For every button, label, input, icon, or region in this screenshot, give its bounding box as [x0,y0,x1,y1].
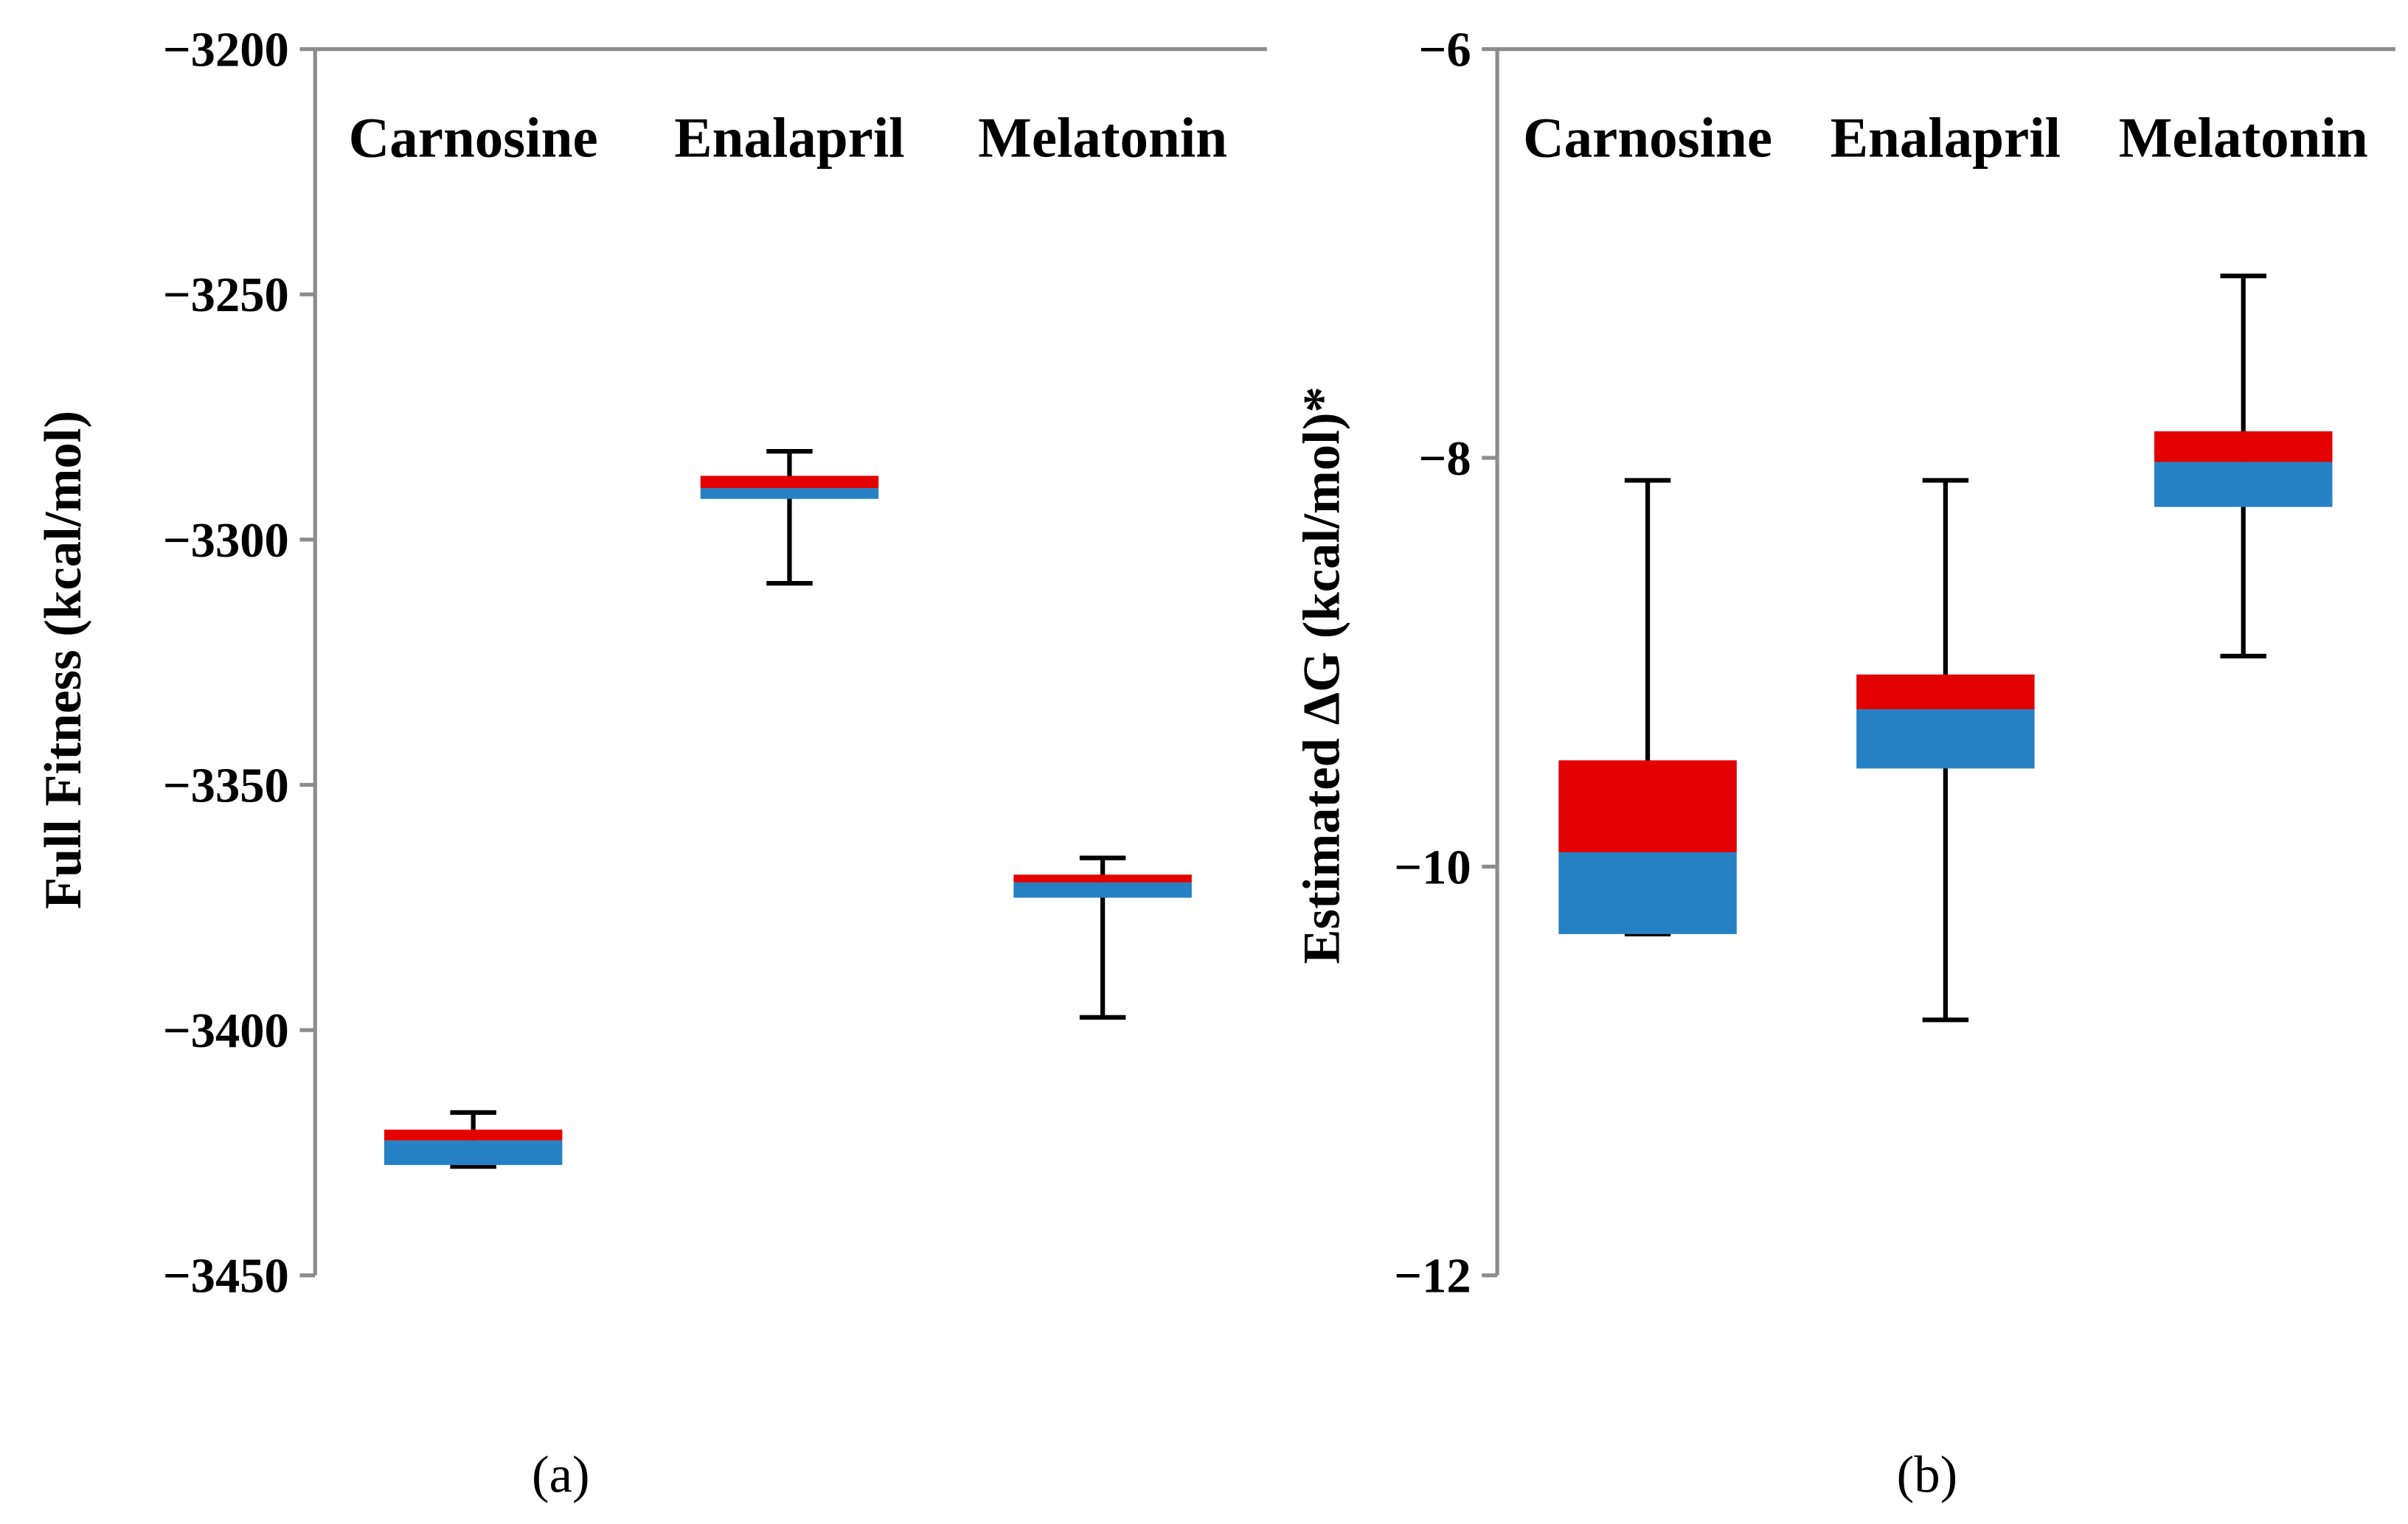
y-tick-label: −3400 [163,1004,289,1058]
category-label: Enalapril [1831,105,2061,169]
box-upper-red [1558,760,1737,852]
box-lower-blue [1013,882,1192,898]
box-lower-blue [700,488,879,499]
box-melatonin [2154,274,2333,659]
category-label: Melatonin [2119,105,2368,169]
box-melatonin [1013,855,1192,1020]
box-upper-red [1013,874,1192,883]
box-lower-blue [1856,709,2035,769]
box-lower-blue [1558,852,1737,934]
y-tick-label: −3200 [163,24,289,77]
box-enalapril [1856,478,2035,1023]
box-upper-red [384,1130,563,1141]
box-carnosine [1558,478,1737,936]
box-lower-blue [2154,462,2333,507]
category-label: Enalapril [674,105,904,169]
category-label: Melatonin [978,105,1227,169]
box-upper-red [700,476,879,489]
category-label: Carnosine [1523,105,1772,169]
y-tick-label: −3300 [163,514,289,568]
panel-b: −6 −8 −10 −12 Estimated ΔG (kcal/mol)* Carnos… [1294,24,2395,1503]
panel-label: (a) [532,1446,590,1503]
y-tick-label: −3350 [163,759,289,813]
y-axis-label: Full Fitness (kcal/mol) [35,411,92,909]
panel-label: (b) [1897,1446,1958,1503]
box-lower-blue [384,1140,563,1166]
box-upper-red [1856,674,2035,709]
y-tick-label: −3450 [163,1250,289,1304]
y-tick-label: −12 [1394,1250,1471,1304]
y-tick-label: −8 [1418,432,1471,486]
y-tick-label: −6 [1418,24,1471,77]
box-carnosine [384,1110,563,1169]
y-axis-label: Estimated ΔG (kcal/mol)* [1294,386,1351,964]
panel-a: −3200 −3250 −3300 −3350 −3400 −3450 Full Fitne… [35,24,1267,1503]
box-upper-red [2154,431,2333,462]
y-tick-label: −3250 [163,268,289,322]
category-label: Carnosine [349,105,598,169]
y-tick-label: −10 [1394,841,1471,894]
box-enalapril [700,449,879,586]
